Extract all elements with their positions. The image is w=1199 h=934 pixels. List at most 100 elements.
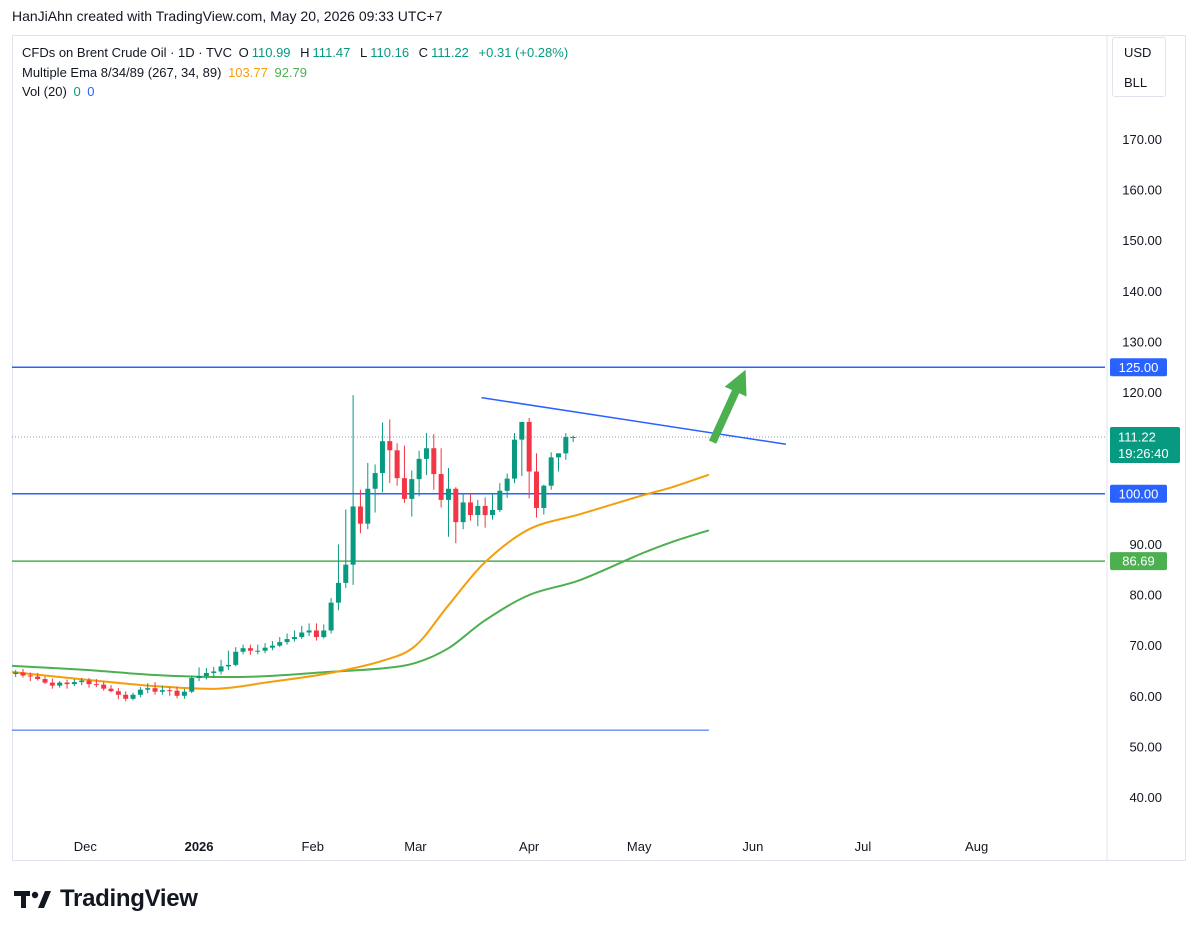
candle-body[interactable] <box>123 694 129 699</box>
candle-body[interactable] <box>35 676 41 680</box>
x-tick-label: Apr <box>519 839 540 854</box>
candle-body[interactable] <box>423 448 429 459</box>
y-tick-label: 170.00 <box>1122 132 1162 147</box>
candle-body[interactable] <box>335 582 341 603</box>
candle-body[interactable] <box>233 651 239 665</box>
candle-body[interactable] <box>387 441 393 451</box>
candle-body[interactable] <box>519 421 525 440</box>
candle-body[interactable] <box>49 682 55 686</box>
candle-body[interactable] <box>291 637 297 640</box>
ema-fast-line[interactable] <box>11 473 710 690</box>
candle-body[interactable] <box>453 488 459 523</box>
chart-frame[interactable] <box>12 35 1186 861</box>
legend-close-label: C <box>418 45 429 60</box>
candle-body[interactable] <box>497 490 503 511</box>
candle-body[interactable] <box>511 439 517 479</box>
candle-body[interactable] <box>218 666 224 672</box>
candle-body[interactable] <box>277 642 283 646</box>
candle-body[interactable] <box>240 648 246 652</box>
breakout-arrow[interactable] <box>708 369 747 444</box>
countdown-label: 19:26:40 <box>1118 446 1169 461</box>
candle-body[interactable] <box>27 675 33 677</box>
candle-body[interactable] <box>379 441 385 474</box>
candle-body[interactable] <box>556 453 561 458</box>
candle-body[interactable] <box>101 684 107 689</box>
candle-body[interactable] <box>299 632 305 638</box>
x-tick-label: May <box>627 839 652 854</box>
candle-body[interactable] <box>372 473 378 489</box>
candle-body[interactable] <box>203 672 209 677</box>
candle-body[interactable] <box>541 485 547 508</box>
candle-body[interactable] <box>71 682 77 685</box>
candle-body[interactable] <box>269 645 275 648</box>
candle-body[interactable] <box>467 502 473 516</box>
candle-body[interactable] <box>130 694 136 699</box>
candle-body[interactable] <box>343 564 349 583</box>
candle-body[interactable] <box>247 648 253 651</box>
legend-symbol-row[interactable]: CFDs on Brent Crude Oil · 1D · TVC O 110.… <box>22 43 571 63</box>
candle-body[interactable] <box>262 647 268 651</box>
currency-unit-selector[interactable]: USD BLL <box>1112 37 1166 97</box>
candle-body[interactable] <box>20 672 26 676</box>
unit-label[interactable]: BLL <box>1124 75 1148 90</box>
candle-body[interactable] <box>548 457 554 486</box>
candle-body[interactable] <box>365 488 371 524</box>
candle-body[interactable] <box>504 478 510 491</box>
candle-body[interactable] <box>526 421 532 472</box>
candle-body[interactable] <box>416 458 422 480</box>
candle-body[interactable] <box>563 437 569 454</box>
legend-ema-name[interactable]: Multiple Ema 8/34/89 (267, 34, 89) <box>22 64 222 80</box>
candle-body[interactable] <box>255 650 261 652</box>
ema-slow-line[interactable] <box>11 529 710 679</box>
candle-body[interactable] <box>438 474 444 500</box>
candle-body[interactable] <box>57 682 63 686</box>
candle-body[interactable] <box>445 488 451 500</box>
legend-ema-row[interactable]: Multiple Ema 8/34/89 (267, 34, 89) 103.7… <box>22 63 571 83</box>
trendline[interactable] <box>481 396 787 445</box>
candle-body[interactable] <box>357 506 363 524</box>
candle-body[interactable] <box>533 471 539 508</box>
legend-vol-name[interactable]: Vol (20) <box>22 84 67 99</box>
candle-body[interactable] <box>189 678 195 692</box>
candle-body[interactable] <box>284 639 290 643</box>
candle-body[interactable] <box>181 691 187 696</box>
candle-body[interactable] <box>489 510 495 516</box>
candle-body[interactable] <box>313 630 319 638</box>
legend-symbol[interactable]: CFDs on Brent Crude Oil · 1D · TVC <box>22 45 232 60</box>
candle-body[interactable] <box>42 679 48 683</box>
candle-body[interactable] <box>482 505 488 516</box>
candle-body[interactable] <box>115 691 121 695</box>
candle-body[interactable] <box>409 479 415 499</box>
candle-body[interactable] <box>401 478 407 499</box>
candle-body[interactable] <box>108 688 114 692</box>
candle-body[interactable] <box>159 690 165 692</box>
candle-body[interactable] <box>196 676 202 679</box>
candle-body[interactable] <box>328 602 334 631</box>
candle-body[interactable] <box>167 690 173 692</box>
candle-body[interactable] <box>64 682 70 685</box>
candle-body[interactable] <box>79 680 85 683</box>
candle-body[interactable] <box>394 450 400 479</box>
candle-body[interactable] <box>93 684 99 686</box>
candle-body[interactable] <box>225 664 231 667</box>
candle-body[interactable] <box>460 502 466 523</box>
candle-body[interactable] <box>86 680 92 685</box>
x-tick-label: Jun <box>742 839 763 854</box>
candle-body[interactable] <box>13 672 19 674</box>
candle-body[interactable] <box>306 630 312 633</box>
candle-body[interactable] <box>137 689 143 695</box>
candle-body[interactable] <box>431 448 437 475</box>
candle-body[interactable] <box>350 506 356 565</box>
candle-body[interactable] <box>321 630 327 638</box>
candle-body[interactable] <box>174 690 180 696</box>
y-tick-label: 50.00 <box>1129 739 1162 754</box>
legend-close-value: 111.22 <box>431 45 469 60</box>
candle-body[interactable] <box>211 671 217 673</box>
currency-label[interactable]: USD <box>1124 45 1152 60</box>
legend-vol-row[interactable]: Vol (20) 0 0 <box>22 82 571 102</box>
candle-body[interactable] <box>475 505 481 516</box>
candle-body[interactable] <box>152 688 158 692</box>
candle-body[interactable] <box>145 688 151 690</box>
candle-body[interactable] <box>570 437 576 439</box>
